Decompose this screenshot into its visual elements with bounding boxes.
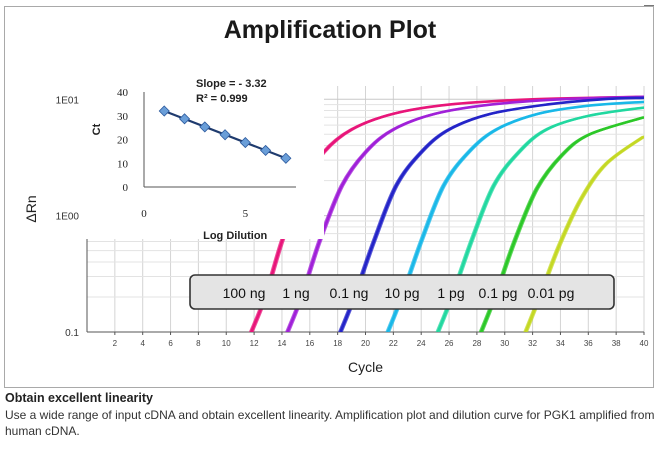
series-line-1 (252, 96, 644, 332)
inset-point (199, 121, 211, 133)
inset-x-tick-label: 0 (141, 208, 147, 220)
x-tick-label: 12 (250, 339, 259, 348)
legend-label-5: 1 pg (437, 285, 464, 301)
inset-y-axis-label: Ct (91, 123, 103, 135)
inset-point (280, 152, 292, 164)
x-tick-label: 6 (168, 339, 173, 348)
caption: Obtain excellent linearity Use a wide ra… (5, 391, 655, 439)
x-tick-label: 16 (305, 339, 314, 348)
inset-point (239, 137, 251, 149)
inset-point (158, 105, 170, 117)
x-tick-label: 38 (612, 339, 621, 348)
x-tick-label: 14 (277, 339, 286, 348)
legend-label-7: 0.01 pg (528, 285, 575, 301)
inset-background (82, 68, 324, 239)
corner-mark (644, 0, 654, 6)
legend-label-2: 1 ng (282, 285, 309, 301)
y-tick-label: 1E00 (56, 212, 80, 223)
x-tick-label: 10 (222, 339, 231, 348)
inset-y-tick-label: 40 (117, 87, 129, 99)
x-axis-label: Cycle (348, 359, 383, 375)
inset-y-tick-label: 30 (117, 111, 129, 123)
x-tick-label: 20 (361, 339, 370, 348)
x-tick-label: 4 (140, 339, 145, 348)
inset-y-tick-label: 10 (117, 158, 129, 170)
series-line-3 (341, 97, 644, 332)
x-tick-label: 40 (640, 339, 649, 348)
x-tick-label: 26 (445, 339, 454, 348)
x-tick-label: 30 (500, 339, 509, 348)
inset-point (219, 129, 231, 141)
x-tick-label: 24 (417, 339, 426, 348)
y-tick-label: 1E01 (56, 95, 80, 106)
inset-point (178, 113, 191, 125)
legend-label-4: 10 pg (384, 285, 419, 301)
legend-label-1: 100 ng (223, 285, 266, 301)
x-tick-label: 2 (113, 339, 118, 348)
dilution-inset: 0 10 20 30 40 0 5 Log Dilution Ct Slope = - 3.32 R… (82, 68, 324, 242)
x-tick-label: 32 (528, 339, 537, 348)
inset-x-axis-label: Log Dilution (203, 230, 267, 242)
x-tick-label: 28 (472, 339, 481, 348)
inset-annotation-r2: R² = 0.999 (196, 93, 248, 105)
x-tick-label: 36 (584, 339, 593, 348)
amplification-figure: Amplification Plot 2 4 6 8 10 12 14 16 18 20 22 24 2… (4, 6, 654, 388)
legend-label-3: 0.1 ng (330, 285, 369, 301)
legend-frame (189, 274, 615, 310)
x-tick-label: 34 (556, 339, 565, 348)
inset-y-tick-label: 0 (123, 182, 129, 194)
series-line-2 (288, 96, 644, 332)
inset-x-tick-label: 5 (243, 208, 249, 220)
x-tick-label: 22 (389, 339, 398, 348)
legend-label-6: 0.1 pg (479, 285, 518, 301)
x-tick-label: 18 (333, 339, 342, 348)
inset-point (260, 144, 272, 156)
legend: 100 ng 1 ng 0.1 ng 10 pg 1 pg 0.1 pg 0.01 pg (189, 274, 615, 310)
inset-y-tick-label: 20 (117, 135, 129, 147)
x-tick-label: 8 (196, 339, 201, 348)
caption-title: Obtain excellent linearity (5, 391, 153, 405)
caption-body: Use a wide range of input cDNA and obtai… (5, 408, 655, 438)
inset-annotation-slope: Slope = - 3.32 (196, 78, 267, 90)
chart-title: Amplification Plot (224, 16, 437, 44)
y-tick-label: 0.1 (65, 328, 79, 339)
y-axis-label: ΔRn (23, 195, 39, 222)
